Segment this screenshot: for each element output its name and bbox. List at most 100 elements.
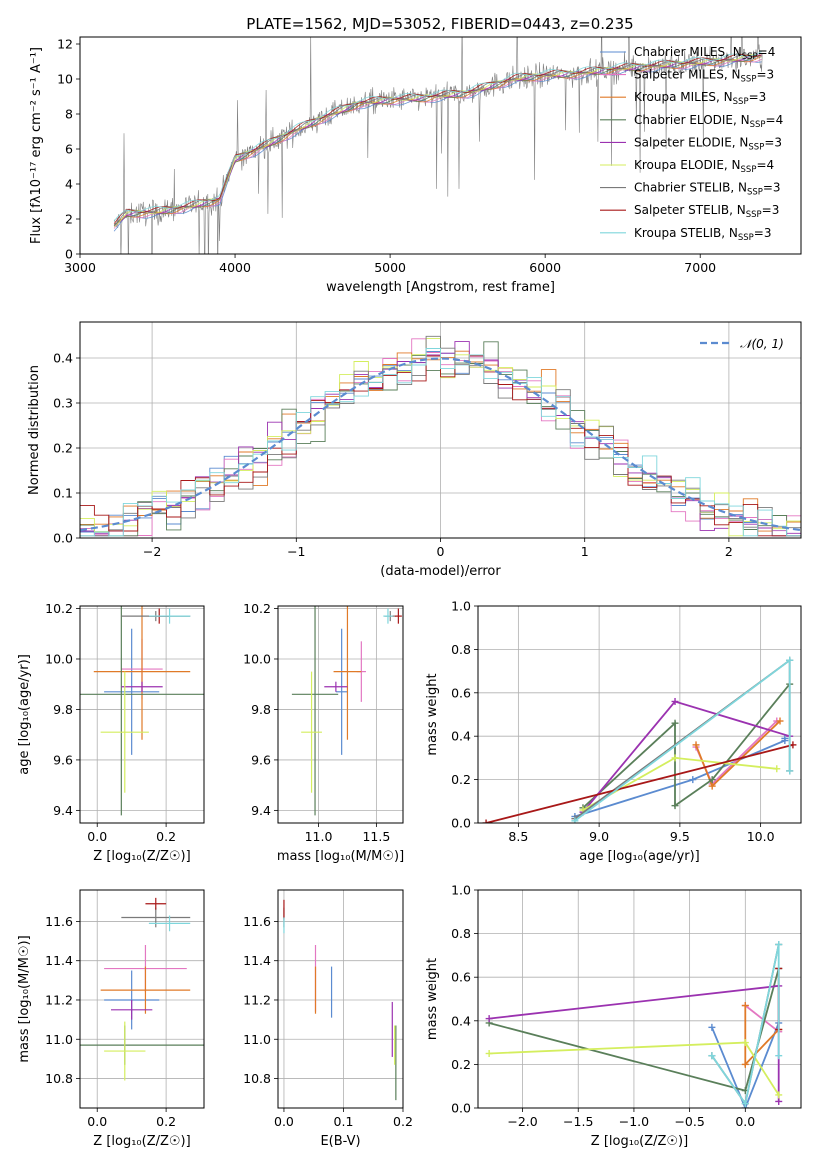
weight-lines: [485, 941, 783, 1108]
x-axis-label: Z [log₁₀(Z/Z☉)]: [591, 1134, 688, 1149]
y-tick-label: 10.8: [45, 1071, 73, 1086]
y-tick-label: 0.0: [53, 531, 73, 546]
mass-weight-series: [485, 744, 794, 823]
mass-weight-series: [744, 1005, 780, 1067]
gridlines: [278, 890, 404, 1108]
x-tick-label: 0.1: [334, 1114, 354, 1129]
x-tick-label: 0.0: [735, 1114, 755, 1129]
y-tick-label: 0.2: [451, 772, 471, 787]
errorbar-point: [104, 1021, 146, 1081]
x-tick-label: 0.0: [87, 1114, 107, 1129]
errorbar-point: [324, 681, 348, 692]
x-tick-label: −1.5: [563, 1114, 593, 1129]
y-tick-label: 8: [65, 107, 73, 122]
y-tick-label: 11.4: [45, 953, 73, 968]
gridlines: [478, 889, 801, 1109]
model-spectrum-line: [113, 58, 762, 229]
x-tick-label: 0.2: [156, 829, 176, 844]
x-axis-label: Z [log₁₀(Z/Z☉)]: [93, 849, 190, 864]
axes-frame: [79, 321, 802, 539]
weight-lines: [482, 656, 797, 823]
x-tick-label: 7000: [684, 260, 716, 275]
x-tick-label: 1: [581, 544, 589, 559]
legend-label: Kroupa STELIB, NSSP=3: [634, 226, 772, 243]
x-tick-label: −2.0: [507, 1114, 537, 1129]
x-tick-label: 8.5: [508, 829, 528, 844]
y-tick-label: 10.2: [243, 601, 271, 616]
errorbar-point: [80, 606, 204, 816]
x-axis-label: wavelength [Angstrom, rest frame]: [326, 280, 555, 295]
model-spectrum-line: [113, 53, 762, 225]
panel-age_vs_Z: 0.0 0.2 9.4 9.6 9.8 10.0 10.2 Z [log₁₀(Z/Z☉)] ag…: [17, 601, 205, 864]
y-tick-label: 9.6: [53, 752, 73, 767]
y-tick-label: 9.8: [53, 702, 73, 717]
y-tick-label: 0.4: [53, 351, 73, 366]
y-tick-label: 0.0: [451, 816, 471, 831]
x-tick-label: 3000: [64, 260, 96, 275]
legend-label: Salpeter STELIB, NSSP=3: [634, 203, 779, 220]
x-tick-label: 11.5: [362, 829, 390, 844]
panel-weight_vs_Z: −2.0 −1.5 −1.0 −0.5 0.0 0.0 0.2 0.4 0.6 0.8 1.0 Z […: [425, 883, 802, 1149]
y-axis-label: Flux [fλ10⁻¹⁷ erg cm⁻² s⁻¹ A⁻¹]: [29, 47, 44, 244]
panel-age_vs_mass: 11.0 11.5 9.4 9.6 9.8 10.0 10.2 mass [log₁₀(M/M…: [243, 601, 404, 864]
mass-weight-series: [711, 1022, 780, 1108]
panel-mass_vs_ebv: 0.0 0.1 0.2 10.8 11.0 11.2 11.4 11.6 E(B-V): [243, 889, 413, 1149]
y-tick-label: 10.0: [243, 651, 271, 666]
errorbar-point: [93, 606, 191, 740]
errorbar-point: [148, 915, 191, 932]
x-axis-label: Z [log₁₀(Z/Z☉)]: [93, 1134, 190, 1149]
errorbar-point: [301, 671, 322, 793]
legend-label: 𝒩(0, 1): [740, 337, 784, 351]
figure-title: PLATE=1562, MJD=53052, FIBERID=0443, z=0…: [246, 15, 633, 33]
axes-frame: [277, 889, 404, 1109]
hist-lines: [80, 335, 801, 537]
legend-label: Chabrier STELIB, NSSP=3: [634, 181, 781, 198]
y-tick-label: 11.6: [243, 914, 271, 929]
x-tick-label: 10.0: [747, 829, 775, 844]
panel-mass_vs_Z: 0.0 0.2 10.8 11.0 11.2 11.4 11.6 Z [log₁₀(Z/Z☉)…: [17, 889, 205, 1149]
x-tick-label: 9.5: [670, 829, 690, 844]
x-tick-label: 0.0: [274, 1114, 294, 1129]
mass-weight-series: [711, 944, 780, 1106]
x-tick-label: 0.2: [393, 1114, 413, 1129]
errorbar-point: [104, 628, 160, 755]
x-axis-label: age [log₁₀(age/yr)]: [579, 849, 700, 864]
errorbar-point: [291, 606, 339, 816]
mass-weight-series: [582, 700, 790, 813]
legend-label: Chabrier ELODIE, NSSP=4: [634, 113, 783, 130]
panel-residual_hist: −2 −1 0 1 2 0.0 0.1 0.2 0.3 0.4 (data-model)/error…: [27, 321, 802, 579]
y-tick-label: 2: [65, 212, 73, 227]
y-tick-label: 11.0: [243, 1032, 271, 1047]
y-tick-label: 11.0: [45, 1032, 73, 1047]
errorbar-point: [383, 608, 393, 624]
y-tick-label: 11.2: [243, 992, 271, 1007]
errorbar-point: [121, 681, 163, 692]
y-tick-label: 0.1: [53, 486, 73, 501]
x-tick-label: 6000: [529, 260, 561, 275]
y-tick-label: 10.2: [45, 601, 73, 616]
model-spectrum-line: [113, 54, 762, 227]
y-tick-label: 0.3: [53, 396, 73, 411]
x-tick-label: −0.5: [674, 1114, 704, 1129]
panel-spectrum: 3000 4000 5000 6000 7000 0 2 4 6 8 10 12 wavelength …: [29, 36, 802, 295]
x-tick-label: 0.0: [87, 829, 107, 844]
errorbar-point: [394, 608, 402, 624]
y-tick-label: 1.0: [451, 599, 471, 614]
y-tick-label: 9.8: [251, 702, 271, 717]
legend-label: Salpeter MILES, NSSP=3: [634, 68, 774, 85]
y-tick-label: 0.2: [451, 1057, 471, 1072]
x-axis-label: (data-model)/error: [380, 564, 501, 579]
errorbar-point: [335, 628, 348, 755]
residual-histogram-series: [80, 355, 801, 537]
model-spectrum-line: [113, 59, 762, 232]
x-tick-label: −2: [143, 544, 161, 559]
errorbar-point: [100, 671, 149, 793]
residual-histogram-series: [80, 348, 801, 537]
y-tick-label: 0.0: [451, 1101, 471, 1116]
panel-weight_vs_age: 8.5 9.0 9.5 10.0 0.0 0.2 0.4 0.6 0.8 1.0 age [log₁…: [425, 599, 802, 864]
errorbar-point: [333, 606, 362, 740]
y-tick-label: 10.0: [45, 651, 73, 666]
y-tick-label: 4: [65, 177, 73, 192]
gridlines: [278, 606, 403, 823]
y-tick-label: 0.6: [451, 970, 471, 985]
